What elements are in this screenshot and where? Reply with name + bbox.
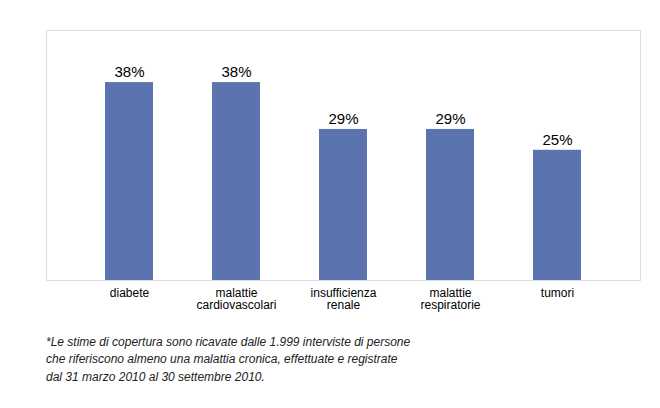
svg-text:29%: 29% (328, 110, 358, 127)
html-text:dal 31 marzo 2010 al 30 settem: dal 31 marzo 2010 al 30 settembre 2010. (46, 369, 265, 384)
html-text:*Le stime di copertura sono ri: *Le stime di copertura sono ricavate dal… (46, 335, 411, 349)
svg-text:25%: 25% (542, 131, 572, 148)
svg-text:29%: 29% (435, 110, 465, 127)
svg-text:tumori: tumori (541, 286, 574, 300)
svg-text:diabete: diabete (110, 286, 150, 300)
svg-text:38%: 38% (221, 63, 251, 80)
svg-text:malattiecardiovascolari: malattiecardiovascolari (196, 286, 276, 312)
svg-text:insufficienzarenale: insufficienzarenale (311, 286, 377, 312)
svg-text:malattierespiratorie: malattierespiratorie (420, 286, 480, 312)
html-text:che riferiscono almeno una mal: che riferiscono almeno una malattia cron… (46, 352, 398, 367)
svg-text:38%: 38% (114, 63, 144, 80)
